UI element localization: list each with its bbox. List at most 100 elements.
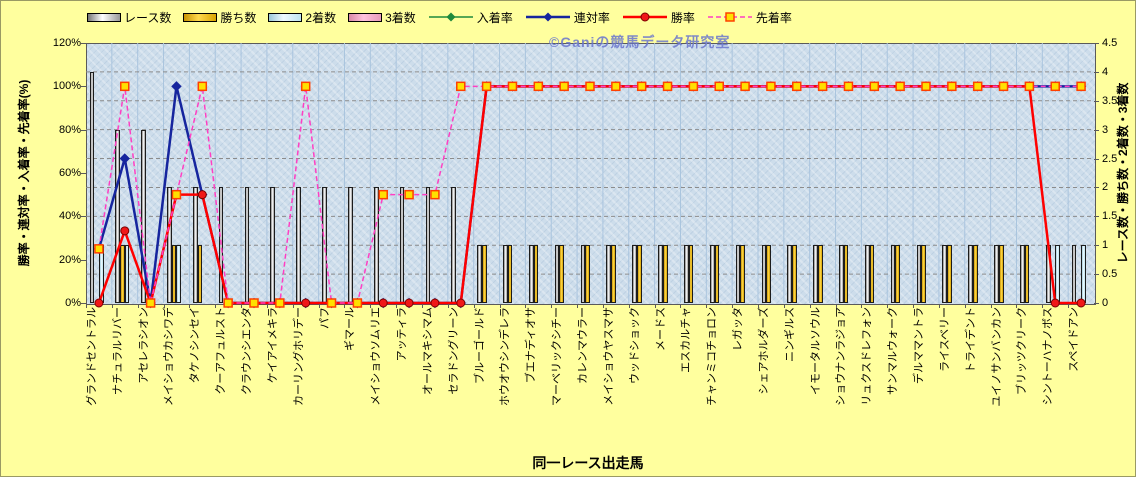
right-axis-tickmark	[1094, 216, 1099, 218]
bar-race-count	[735, 245, 741, 303]
x-label: ブルーゴールド	[473, 307, 486, 384]
bar-win-count	[481, 245, 487, 303]
line-first-arrival-rate	[98, 85, 1082, 304]
x-axis-tickmark	[551, 304, 553, 308]
x-label: リュクスドレフォン	[861, 307, 874, 406]
legend-label-race-count: レース数	[124, 10, 172, 25]
x-axis-tickmark	[835, 304, 837, 308]
x-axis-tickmark	[732, 304, 734, 308]
left-axis-tickmark	[81, 216, 86, 218]
marker-first-arrival-rate	[94, 244, 104, 254]
bar-race-count	[916, 245, 922, 303]
x-label: エスカルチャ	[680, 307, 693, 373]
bar-win-count	[895, 245, 901, 303]
x-label: アッティラ	[396, 307, 409, 362]
bar-second-count	[124, 245, 130, 303]
marker-first-arrival-rate	[998, 81, 1009, 92]
right-axis-tickmark	[1094, 274, 1099, 276]
x-axis-title: 同一レース出走馬	[532, 455, 644, 471]
marker-first-arrival-rate	[378, 189, 388, 200]
legend-swatch-win-rate	[622, 12, 667, 22]
marker-first-arrival-rate	[456, 81, 466, 92]
x-label: スペイドアン	[1068, 307, 1081, 372]
legend-item-third-place-count: 3着数	[348, 9, 416, 26]
marker-first-arrival-rate	[145, 298, 156, 308]
x-label: イモータルソウル	[809, 307, 822, 395]
left-axis-tick-label: 40%	[58, 210, 81, 223]
marker-win-rate	[120, 226, 130, 236]
x-axis-tickmark	[809, 304, 811, 308]
marker-win-rate	[404, 298, 414, 308]
bar-win-count	[740, 245, 746, 303]
marker-first-arrival-rate	[843, 81, 854, 92]
bar-race-count	[709, 245, 715, 303]
bar-win-count	[972, 245, 978, 303]
right-axis-tickmark	[1094, 43, 1099, 44]
legend-item-first-arrival-rate: 先着率	[707, 9, 792, 26]
x-label: マーベリックシチー	[551, 307, 564, 406]
line-place-rate	[98, 85, 1082, 304]
x-axis-tickmark	[577, 304, 579, 308]
bar-race-count	[968, 245, 973, 303]
bar-race-count	[141, 129, 146, 303]
bar-win-count	[843, 245, 849, 303]
marker-first-arrival-rate	[869, 81, 880, 92]
x-axis-tickmark	[422, 304, 423, 308]
x-label: ニンギルス	[783, 307, 796, 362]
marker-first-arrival-rate	[404, 189, 414, 200]
bar-race-count	[528, 245, 534, 303]
left-axis-tick-label: 100%	[52, 80, 81, 93]
right-axis-tickmark	[1094, 100, 1099, 102]
bar-race-count	[839, 245, 844, 303]
bar-race-count	[632, 245, 637, 303]
x-axis-tickmark	[628, 304, 630, 308]
marker-first-arrival-rate	[507, 81, 518, 92]
x-label: ケイアイメキラ	[266, 307, 279, 384]
legend-label-win-count: 勝ち数	[220, 10, 257, 25]
marker-first-arrival-rate	[275, 298, 285, 308]
x-axis-tickmark	[241, 304, 243, 308]
marker-win-rate	[197, 190, 207, 200]
x-axis-tickmark	[499, 304, 501, 308]
right-axis-tick-label: 1	[1102, 239, 1109, 252]
marker-first-arrival-rate	[1024, 81, 1035, 92]
bar-race-count	[761, 245, 767, 303]
marker-first-arrival-rate	[792, 81, 802, 92]
x-axis-tickmark	[990, 304, 992, 308]
x-axis-tickmark	[938, 304, 940, 308]
line-quinella-rate	[97, 85, 1082, 305]
x-label: メイショウカシワデ	[163, 307, 176, 406]
x-axis-tickmark	[525, 304, 527, 308]
x-axis-tickmark	[344, 304, 346, 308]
x-label: メイショウヤスマサ	[602, 307, 615, 406]
marker-first-arrival-rate	[688, 81, 699, 92]
bar-win-count	[507, 245, 513, 303]
x-axis-tickmark	[706, 304, 708, 308]
bar-win-count	[869, 245, 875, 303]
x-label: パフ	[318, 307, 331, 329]
left-axis-tick-label: 20%	[58, 253, 81, 266]
marker-first-arrival-rate	[120, 81, 130, 92]
marker-first-arrival-rate	[636, 81, 647, 92]
marker-quinella-rate	[119, 153, 130, 164]
legend-swatch-race-count	[87, 12, 121, 22]
left-axis-tickmark	[81, 173, 86, 174]
marker-first-arrival-rate	[481, 81, 492, 92]
marker-first-arrival-rate	[1050, 81, 1060, 92]
x-label: アセレラシオン	[137, 307, 150, 384]
marker-quinella-rate	[171, 81, 182, 92]
left-axis-tickmark	[81, 43, 86, 44]
marker-first-arrival-rate	[972, 81, 983, 92]
marker-first-arrival-rate	[611, 81, 621, 92]
legend-item-place-rate: 入着率	[428, 9, 513, 26]
x-axis-tickmark	[189, 304, 191, 308]
right-axis-tick-label: 0	[1102, 297, 1109, 309]
x-label: ギマール	[344, 307, 357, 351]
x-axis-tickmark	[1016, 304, 1018, 308]
bar-race-count	[942, 245, 948, 303]
left-axis-tick-label: 80%	[58, 123, 81, 136]
right-axis-tickmark	[1094, 187, 1099, 189]
x-label: ホウオウシンデレラ	[499, 307, 512, 406]
legend-label-win-rate: 勝率	[670, 10, 695, 25]
bar-win-count	[792, 245, 797, 303]
